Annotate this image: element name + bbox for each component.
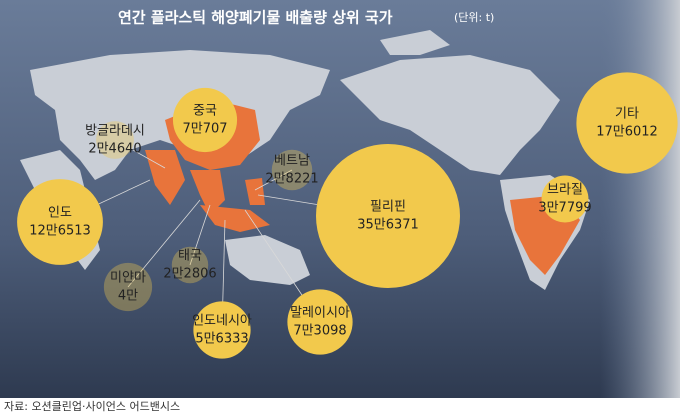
value-label: 7만707	[182, 122, 227, 137]
value-label: 4만	[118, 289, 138, 304]
value-label: 7만3098	[293, 324, 346, 339]
country-label: 필리핀	[370, 200, 406, 215]
bubble	[171, 246, 209, 284]
value-label: 17만6012	[596, 125, 658, 140]
country-label: 방글라데시	[85, 124, 145, 139]
value-label: 5만6333	[195, 332, 248, 347]
leader-line	[114, 139, 166, 169]
country-label: 브라질	[547, 183, 583, 198]
country-label: 중국	[193, 104, 217, 119]
bubble	[287, 289, 353, 355]
bubble	[271, 149, 313, 191]
country-label: 말레이시아	[290, 306, 350, 321]
country-label: 태국	[178, 249, 202, 264]
value-label: 12만6513	[29, 224, 91, 239]
bubble	[96, 121, 134, 159]
leader-line	[127, 199, 201, 288]
country-label: 인도	[48, 206, 72, 221]
leader-line	[254, 169, 293, 191]
bubble	[193, 301, 251, 359]
value-label: 3만7799	[538, 201, 591, 216]
value-label: 2만4640	[88, 142, 141, 157]
footer	[0, 398, 680, 416]
value-label: 2만8221	[265, 172, 318, 187]
chart-title: 연간 플라스틱 해양폐기물 배출량 상위 국가	[118, 9, 393, 27]
value-label: 35만6371	[357, 218, 419, 233]
bubble	[172, 87, 238, 153]
bubble	[576, 72, 678, 174]
source: 자료: 오션클린업·사이언스 어드밴시스	[4, 400, 180, 413]
country-label: 미얀마	[110, 271, 146, 286]
bubble	[103, 262, 153, 312]
leader-line	[189, 204, 211, 266]
country-label: 인도네시아	[192, 314, 252, 329]
unit-label: (단위: t)	[454, 11, 494, 24]
bubble	[17, 179, 103, 265]
country-label: 베트남	[274, 154, 310, 169]
bubble	[541, 175, 589, 223]
shore-image	[600, 0, 680, 398]
bubble	[316, 144, 460, 288]
country-label: 기타	[615, 107, 639, 122]
value-label: 2만2806	[163, 267, 216, 282]
